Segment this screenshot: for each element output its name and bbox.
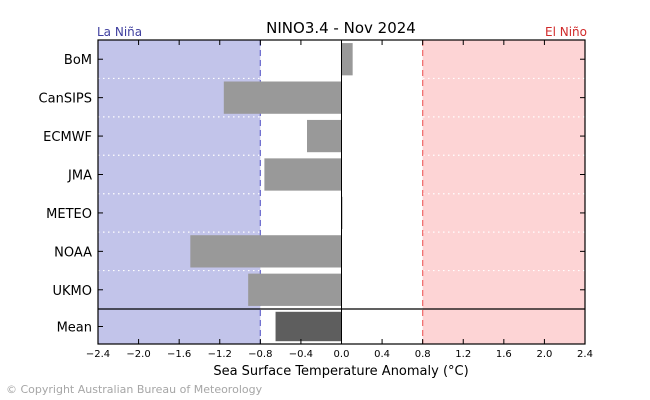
y-tick-label: METEO — [46, 207, 92, 222]
x-tick-label: −2.0 — [126, 349, 150, 360]
el-nino-region — [422, 40, 585, 344]
y-tick-label: NOAA — [54, 245, 92, 260]
bar-ecmwf — [307, 119, 342, 153]
chart-title: NINO3.4 - Nov 2024 — [266, 19, 416, 37]
y-tick-label: CanSIPS — [39, 92, 92, 107]
x-axis-label: Sea Surface Temperature Anomaly (°C) — [213, 364, 468, 379]
y-tick-label-mean: Mean — [57, 321, 92, 336]
x-tick-label: 0.0 — [334, 349, 350, 360]
bar-noaa — [190, 235, 342, 268]
x-tick-label: −0.4 — [289, 349, 313, 360]
bar-bom — [341, 43, 353, 76]
copyright-notice: © Copyright Australian Bureau of Meteoro… — [6, 383, 263, 396]
bar-jma — [264, 158, 342, 191]
y-tick-label: UKMO — [53, 284, 93, 299]
x-tick-label: −2.4 — [86, 349, 110, 360]
x-tick-label: 2.0 — [536, 349, 552, 360]
bar-cansips — [223, 81, 342, 114]
bar-ukmo — [248, 273, 342, 306]
x-tick-label: 0.4 — [374, 349, 390, 360]
x-tick-label: 1.6 — [496, 349, 512, 360]
x-tick-label: 0.8 — [415, 349, 431, 360]
y-tick-label: ECMWF — [43, 130, 92, 145]
x-tick-label: 2.4 — [577, 349, 593, 360]
x-tick-label: 1.2 — [455, 349, 471, 360]
y-tick-label: BoM — [64, 53, 92, 68]
la-nina-label: La Niña — [97, 25, 142, 39]
bar-mean — [275, 311, 342, 342]
x-tick-label: −1.2 — [208, 349, 232, 360]
bar-meteo — [341, 196, 343, 230]
x-tick-label: −1.6 — [167, 349, 191, 360]
el-nino-label: El Niño — [545, 25, 587, 39]
y-tick-label: JMA — [67, 169, 92, 184]
x-tick-label: −0.8 — [248, 349, 272, 360]
